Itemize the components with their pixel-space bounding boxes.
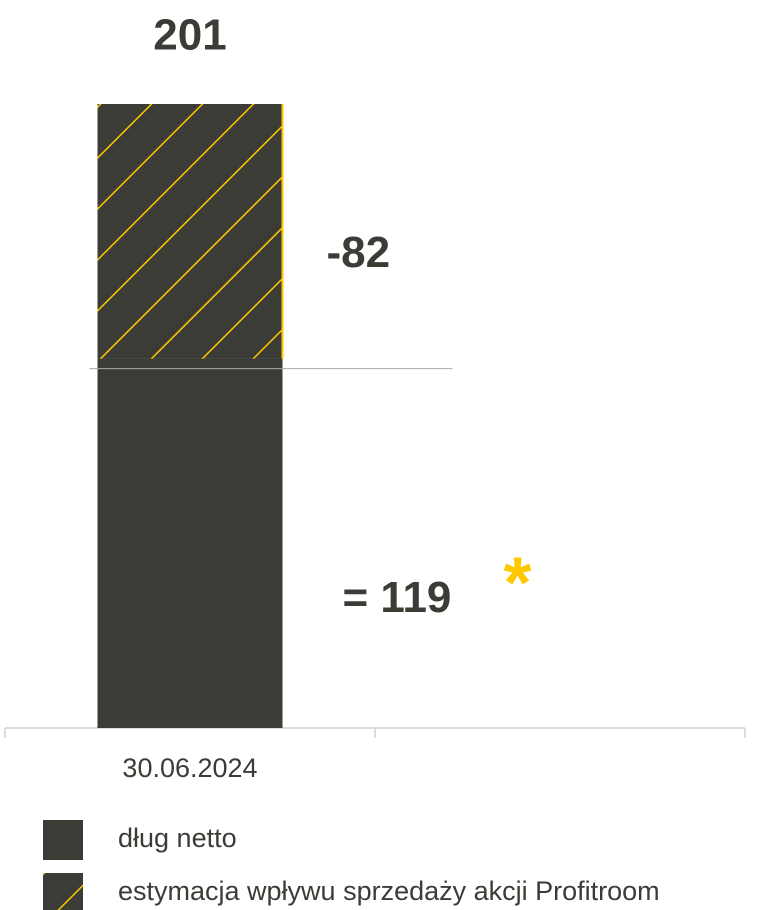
x-tick-label: 30.06.2024	[122, 753, 257, 783]
legend-label: estymacja wpływu sprzedaży akcji Profitr…	[118, 876, 660, 906]
legend-label: dług netto	[118, 823, 237, 853]
value-label: -82	[327, 228, 391, 277]
bar-segment-hatched	[97, 104, 283, 359]
legend-swatch	[43, 820, 83, 860]
value-label: = 119	[343, 573, 452, 622]
total-label: 201	[153, 11, 226, 60]
annotation: *	[503, 543, 531, 623]
bar-segment	[97, 358, 283, 728]
legend-swatch	[43, 873, 83, 910]
